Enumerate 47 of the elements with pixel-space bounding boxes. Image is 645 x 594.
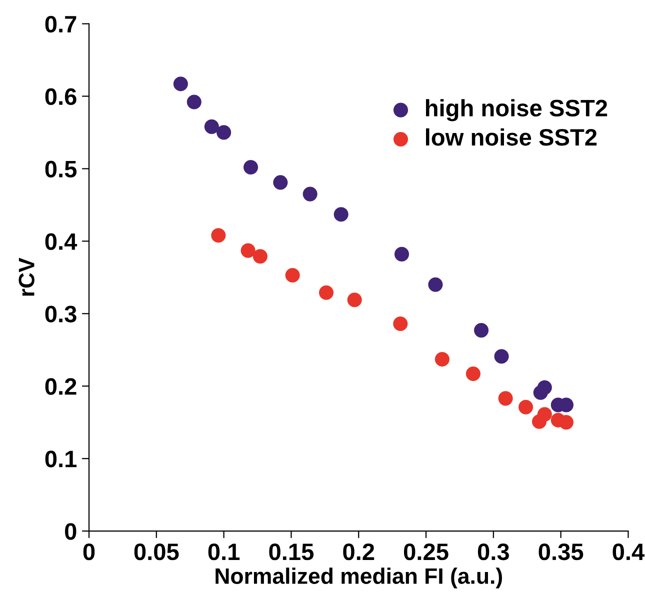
point <box>474 323 489 338</box>
point <box>537 380 552 395</box>
point <box>466 366 480 382</box>
point <box>273 175 288 190</box>
y-tick-label: 0.3 <box>45 306 76 322</box>
point <box>204 119 219 134</box>
point <box>434 352 450 367</box>
point <box>393 316 408 332</box>
x-tick-label: 0 <box>83 543 95 560</box>
point <box>347 292 362 308</box>
x-tick-label: 0.3 <box>478 543 509 560</box>
point <box>252 249 268 264</box>
y-tick-label: 0.1 <box>45 450 77 468</box>
point <box>243 160 258 175</box>
x-tick-label: 0.15 <box>269 543 314 560</box>
point <box>173 76 188 92</box>
point <box>498 391 513 406</box>
point <box>518 400 534 414</box>
y-tick-label: 0.2 <box>45 378 76 395</box>
point <box>285 268 300 283</box>
y-tick-label: 0.7 <box>45 16 76 33</box>
x-tick-label: 0.2 <box>343 543 374 560</box>
y-tick-label: 0.5 <box>45 160 77 178</box>
point <box>186 94 202 110</box>
point <box>318 285 334 300</box>
point <box>211 228 226 243</box>
x-tick-label: 0.25 <box>404 543 448 560</box>
point <box>216 125 232 140</box>
point <box>394 246 410 262</box>
x-axis-title: Normalized median FI (a.u.) <box>216 568 502 588</box>
point <box>334 207 348 222</box>
y-tick-label: 0.4 <box>45 233 78 250</box>
x-tick-label: 0.35 <box>538 543 584 560</box>
point <box>240 243 256 258</box>
legend-label: low noise SST2 <box>426 128 597 146</box>
y-tick-label: 0.6 <box>45 88 76 106</box>
legend-label: high noise SST2 <box>426 99 608 122</box>
point <box>302 186 318 202</box>
point <box>494 349 509 364</box>
x-tick-label: 0.05 <box>134 543 179 560</box>
point <box>428 277 443 292</box>
x-tick-label: 0.4 <box>612 543 645 560</box>
y-tick-label: 0 <box>65 523 76 540</box>
x-tick-label: 0.1 <box>208 543 240 560</box>
point <box>558 415 574 430</box>
y-axis-title: rCV <box>18 258 34 296</box>
point <box>537 407 552 422</box>
